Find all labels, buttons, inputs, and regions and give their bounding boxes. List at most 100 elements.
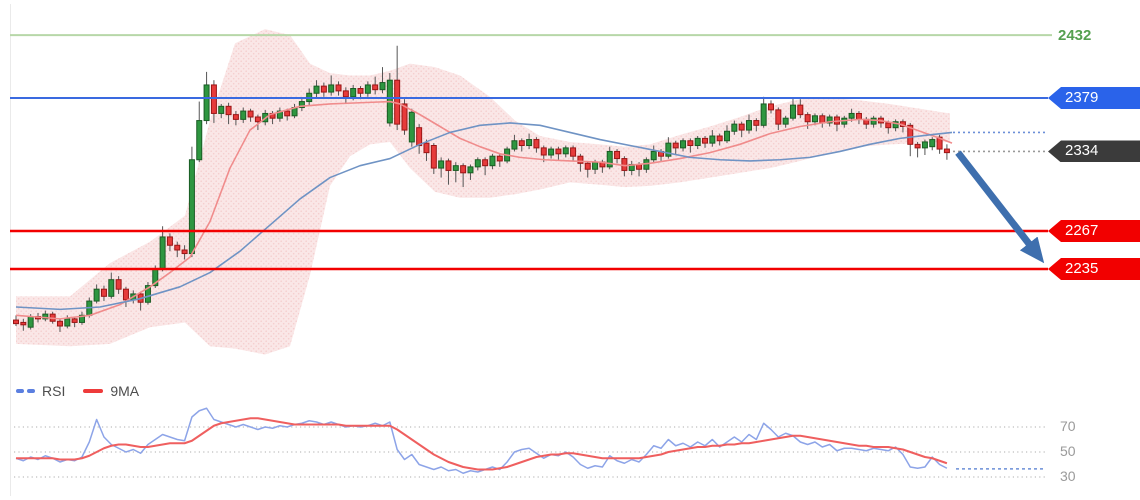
candle <box>313 85 320 94</box>
candle <box>210 84 217 114</box>
candle <box>430 145 437 169</box>
rsi-line <box>15 407 948 474</box>
candle <box>27 316 34 328</box>
candle <box>408 111 415 143</box>
candle <box>423 142 430 154</box>
bollinger-band <box>16 29 950 355</box>
candle <box>848 112 855 119</box>
candle <box>342 90 349 98</box>
candle <box>936 136 943 150</box>
candle <box>489 155 496 167</box>
candle <box>254 116 261 123</box>
candle <box>247 110 254 118</box>
candle <box>203 84 210 122</box>
candle <box>93 288 100 302</box>
legend-label-rsi: RSI <box>42 383 66 399</box>
candle <box>614 150 621 160</box>
candle <box>474 159 481 168</box>
candle <box>775 109 782 125</box>
candle <box>518 140 525 146</box>
candle <box>680 140 687 149</box>
candle <box>372 84 379 91</box>
candle <box>716 135 723 142</box>
candle <box>482 159 489 167</box>
candle <box>108 279 115 297</box>
candle <box>606 150 613 168</box>
candle <box>122 288 129 301</box>
candle <box>350 88 357 98</box>
candle <box>767 103 774 111</box>
candle <box>71 318 78 323</box>
candle <box>709 135 716 144</box>
candle <box>687 140 694 146</box>
candle <box>665 142 672 157</box>
candle <box>826 116 833 124</box>
rsi-tick-70: 70 <box>1060 418 1076 434</box>
price-badge-support-1: 2267 <box>1048 220 1140 242</box>
candle <box>797 104 804 116</box>
candle <box>144 285 151 303</box>
price-badge-current-price: 2334 <box>1048 140 1140 163</box>
price-badge-support-2: 2235 <box>1048 258 1140 280</box>
candle <box>42 313 49 320</box>
candle <box>218 105 225 114</box>
candle <box>731 123 738 132</box>
candle <box>892 121 899 129</box>
candle <box>738 123 745 131</box>
candle <box>870 117 877 125</box>
horizontal-price-levels <box>10 34 1052 271</box>
candle <box>159 236 166 270</box>
candle <box>855 112 862 120</box>
legend-item-9ma: 9MA <box>83 383 139 399</box>
candle <box>115 279 122 290</box>
candle <box>562 147 569 155</box>
candle <box>438 160 445 169</box>
candle <box>320 85 327 93</box>
candle <box>298 101 305 108</box>
candle <box>577 155 584 164</box>
candle <box>746 120 752 131</box>
candle <box>467 166 474 174</box>
candle <box>819 115 826 124</box>
candle <box>181 249 188 255</box>
moving-averages <box>15 100 953 320</box>
rsi-line-swatch-icon <box>16 389 35 393</box>
candle <box>570 147 577 157</box>
candle <box>496 155 503 162</box>
candle <box>13 319 19 325</box>
chart-left-axis-line <box>10 4 11 496</box>
legend-item-rsi: RSI <box>16 383 65 399</box>
rsi-panel <box>14 407 1046 478</box>
rsi-tick-30: 30 <box>1060 468 1076 484</box>
rsi-ma-swatch-icon <box>83 389 104 393</box>
candle <box>592 161 599 170</box>
candle <box>907 124 914 145</box>
candle <box>20 321 27 326</box>
candle <box>650 150 657 161</box>
projection-dotted-lines <box>953 131 1046 153</box>
price-badge-resistance: 2379 <box>1048 87 1140 109</box>
candle <box>804 114 811 123</box>
candle <box>335 84 342 92</box>
candle <box>166 236 173 246</box>
candle <box>526 139 533 146</box>
candle <box>64 318 71 327</box>
candle <box>621 158 628 171</box>
candle <box>232 114 239 120</box>
candle <box>174 244 181 251</box>
candle <box>782 117 789 125</box>
candle <box>240 110 247 120</box>
candle <box>445 160 452 171</box>
rsi-ma-line <box>16 417 948 471</box>
candle <box>555 148 562 155</box>
candle <box>56 320 63 327</box>
candle <box>921 141 928 149</box>
legend-label-9ma: 9MA <box>110 383 140 399</box>
candle <box>357 88 364 94</box>
candle <box>225 105 232 116</box>
candle <box>914 143 921 149</box>
candle <box>672 142 679 149</box>
candle <box>811 115 818 123</box>
